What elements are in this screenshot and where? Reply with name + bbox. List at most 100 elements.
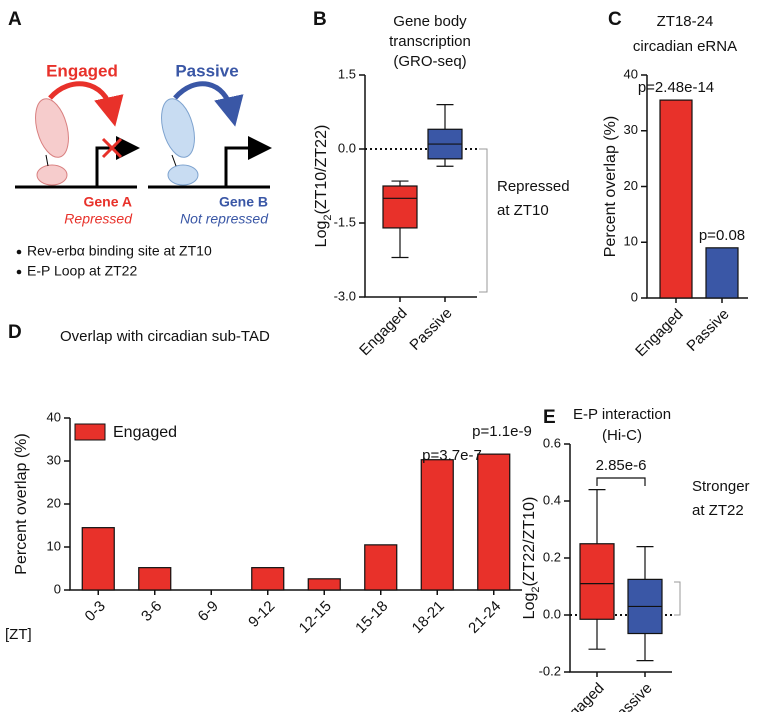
bar — [364, 544, 398, 591]
loop-arrow — [173, 81, 244, 127]
y-tick-label: 20 — [47, 495, 61, 510]
bar — [81, 527, 115, 591]
x-tick-label: Engaged — [632, 306, 686, 360]
chart-title: circadian eRNA — [633, 38, 737, 55]
chart-title: E-P interaction — [573, 406, 671, 423]
bullet-text: Rev-erbα binding site at ZT10 — [27, 243, 212, 259]
y-tick-label: 40 — [47, 409, 61, 424]
y-axis-label: Log2(ZT10/ZT22) — [313, 125, 334, 248]
gene-state: Not repressed — [180, 211, 269, 227]
x-tick-label: Engaged — [553, 680, 607, 712]
y-axis-label: Log2(ZT22/ZT10) — [521, 497, 542, 620]
y-tick-label: 0.0 — [338, 140, 356, 155]
x-tick-label: Passive — [406, 305, 455, 354]
annotation: p=1.1e-9 — [472, 423, 532, 440]
diagram: Engaged Passive Gene A Repressed Gene B … — [15, 61, 272, 279]
x-tick-label: 12-15 — [296, 598, 335, 637]
x-axis-label: [ZT] — [5, 626, 32, 643]
panel-label: C — [608, 9, 622, 30]
y-axis-label: Percent overlap (%) — [13, 433, 30, 574]
bracket — [674, 581, 681, 616]
promoter — [224, 136, 272, 187]
bar — [251, 567, 285, 591]
y-axis-label-part: 2 — [322, 214, 334, 220]
bracket — [479, 148, 488, 293]
box — [579, 543, 615, 620]
protein — [167, 164, 199, 186]
gene-name: Gene A — [84, 194, 133, 210]
bar — [138, 567, 172, 591]
bar — [420, 459, 454, 591]
chart-title: (GRO-seq) — [393, 53, 466, 70]
annotation: p=0.08 — [699, 227, 745, 244]
loop-arrow — [48, 81, 124, 127]
panel-label: B — [313, 9, 327, 30]
promoter — [95, 136, 140, 187]
panel-label: D — [8, 322, 22, 343]
x-tick-label: 15-18 — [352, 598, 391, 637]
y-axis-label-part: Log — [313, 221, 330, 248]
bracket-note: at ZT10 — [497, 202, 549, 219]
y-axis-label-part: 2 — [530, 586, 542, 592]
y-axis-label: Percent overlap (%) — [602, 116, 619, 257]
bar — [705, 247, 739, 299]
chart-title: transcription — [389, 33, 471, 50]
y-tick-label: 0.6 — [543, 435, 561, 450]
legend-label: Engaged — [113, 424, 177, 441]
chart-title: Overlap with circadian sub-TAD — [60, 328, 270, 345]
y-tick-label: 0 — [631, 289, 638, 304]
bullet — [16, 249, 22, 255]
y-tick-label: -1.5 — [334, 214, 356, 229]
y-tick-label: 0.2 — [543, 549, 561, 564]
axis — [364, 75, 477, 298]
bracket-note: at ZT22 — [692, 502, 744, 519]
y-tick-label: 0 — [54, 581, 61, 596]
x-tick-label: 18-21 — [409, 598, 448, 637]
engaged-label: Engaged — [46, 61, 118, 80]
chart-title: Gene body — [393, 13, 467, 30]
x-tick-label: 6-9 — [195, 598, 222, 625]
protein — [161, 98, 195, 158]
comparison-bracket — [596, 477, 646, 486]
y-tick-label: 30 — [624, 122, 638, 137]
y-tick-label: -0.2 — [539, 663, 561, 678]
y-axis-label-part: (ZT22/ZT10) — [521, 497, 538, 587]
link — [45, 154, 49, 167]
x-tick-label: Passive — [683, 306, 732, 355]
protein — [36, 164, 68, 186]
gene-state: Repressed — [64, 211, 133, 227]
axis — [69, 418, 522, 591]
y-tick-label: 20 — [624, 178, 638, 193]
box — [382, 185, 418, 229]
y-tick-label: 10 — [47, 538, 61, 553]
y-axis-label-part: Log — [521, 593, 538, 620]
x-tick-label: Engaged — [356, 305, 410, 359]
protein — [35, 98, 69, 158]
bar — [307, 578, 341, 591]
legend-swatch — [74, 423, 106, 441]
panel-label: A — [8, 9, 22, 30]
panel-label: E — [543, 407, 556, 428]
chart-title: (Hi-C) — [602, 427, 642, 444]
y-axis-label-part: (ZT10/ZT22) — [313, 125, 330, 215]
link — [171, 154, 177, 167]
y-tick-label: 0.0 — [543, 606, 561, 621]
annotation: p=3.7e-7 — [422, 447, 482, 464]
bullet — [16, 269, 22, 275]
y-tick-label: -3.0 — [334, 288, 356, 303]
x-tick-label: 3-6 — [138, 598, 165, 625]
repression-x — [101, 137, 123, 159]
x-tick-label: 21-24 — [465, 598, 504, 637]
bar — [659, 99, 693, 299]
y-tick-label: 1.5 — [338, 66, 356, 81]
x-tick-label: 9-12 — [245, 598, 278, 631]
gene-name: Gene B — [219, 194, 268, 210]
x-tick-label: Passive — [606, 680, 655, 712]
bullet-text: E-P Loop at ZT22 — [27, 263, 137, 279]
y-tick-label: 10 — [624, 234, 638, 249]
y-tick-label: 40 — [624, 66, 638, 81]
x-tick-label: 0-3 — [82, 598, 109, 625]
bracket-note: Stronger — [692, 478, 750, 495]
y-tick-label: 30 — [47, 452, 61, 467]
